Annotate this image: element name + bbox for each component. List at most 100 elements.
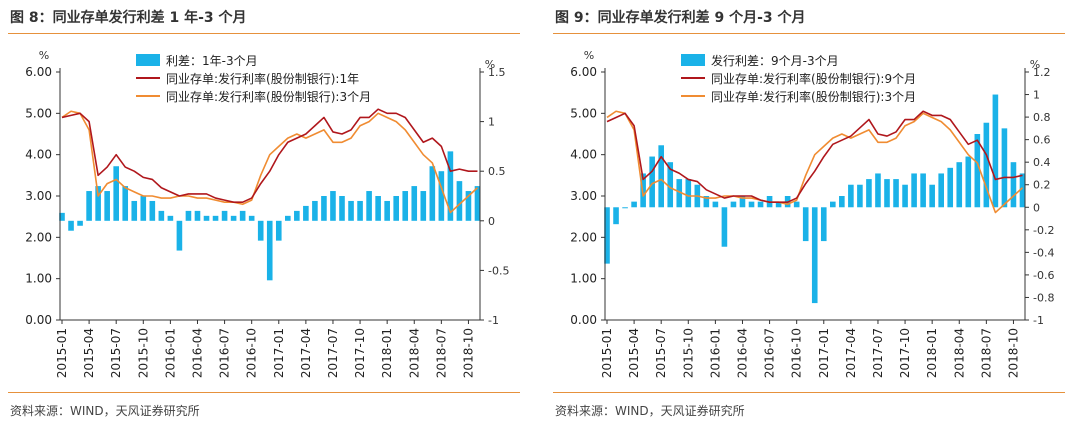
spread-bar bbox=[820, 207, 827, 242]
spread-bar bbox=[992, 94, 999, 208]
chart-title: 图 8：同业存单发行利差 1 年-3 个月 bbox=[10, 10, 247, 26]
spread-bar bbox=[393, 196, 399, 221]
spread-bar bbox=[685, 179, 692, 208]
spread-bar bbox=[158, 210, 165, 221]
spread-bar bbox=[167, 215, 174, 221]
spread-bar bbox=[739, 196, 746, 208]
x-tick-label: 2018-01 bbox=[380, 328, 394, 378]
spread-bar bbox=[86, 191, 92, 221]
right-tick-label: 0 bbox=[488, 215, 495, 228]
left-tick-label: 4.00 bbox=[25, 148, 52, 162]
spread-bar bbox=[339, 196, 345, 221]
spread-bar bbox=[194, 210, 201, 221]
short-rate-line bbox=[61, 110, 479, 214]
x-tick-label: 2016-04 bbox=[735, 328, 749, 378]
long-rate-line bbox=[606, 110, 1023, 203]
right-tick-label: -0.2 bbox=[1033, 224, 1054, 237]
spread-bar bbox=[667, 162, 674, 208]
spread-bar bbox=[303, 205, 309, 221]
spread-bar bbox=[730, 201, 737, 208]
x-tick-label: 2018-04 bbox=[407, 328, 421, 378]
x-tick-label: 2016-07 bbox=[763, 328, 777, 378]
left-tick-label: 3.00 bbox=[570, 189, 597, 203]
left-tick-label: 2.00 bbox=[25, 230, 52, 244]
spread-bar bbox=[1010, 162, 1017, 208]
spread-bar bbox=[68, 220, 74, 231]
x-tick-label: 2015-10 bbox=[136, 328, 150, 378]
x-tick-label: 2015-07 bbox=[654, 328, 668, 378]
spread-bar bbox=[185, 210, 192, 221]
right-tick-label: -0.5 bbox=[488, 264, 509, 277]
chart-panel-9m-3m: 图 9：同业存单发行利差 9 个月-3 个月 0.00 1.00 2.00 3.00 4… bbox=[553, 0, 1078, 434]
spread-bar bbox=[848, 184, 854, 208]
x-tick-label: 2017-10 bbox=[898, 328, 912, 378]
chart-title: 图 9：同业存单发行利差 9 个月-3 个月 bbox=[555, 10, 806, 26]
source-note: 资料来源：WIND，天风证券研究所 bbox=[555, 404, 745, 418]
spread-bar bbox=[411, 186, 418, 221]
spread-bar bbox=[712, 201, 719, 208]
spread-bar bbox=[257, 220, 264, 241]
right-axis-unit: % bbox=[1030, 58, 1040, 71]
chart-panel-1yr-3m: 图 8：同业存单发行利差 1 年-3 个月 0.00 1.00 2.00 3.00 4.… bbox=[8, 0, 533, 434]
legend-label: 同业存单:发行利率(股份制银行):9个月 bbox=[711, 71, 916, 86]
right-tick-label: 0.4 bbox=[1033, 156, 1051, 169]
spread-bar bbox=[212, 215, 219, 221]
spread-bar bbox=[920, 173, 926, 208]
spread-bar bbox=[95, 186, 101, 221]
spread-bar bbox=[357, 200, 363, 221]
spread-bar bbox=[902, 184, 908, 208]
x-tick-label: 2015-10 bbox=[681, 328, 695, 378]
legend-swatch-bar bbox=[681, 54, 705, 66]
x-tick-label: 2018-07 bbox=[979, 328, 993, 378]
long-rate-line bbox=[61, 108, 478, 203]
spread-chart-1yr-3m: 0.00 1.00 2.00 3.00 4.00 5.00 6.00% -1 -0.5 0 0.5 1… bbox=[25, 49, 509, 378]
spread-bar bbox=[839, 196, 845, 208]
spread-bar bbox=[802, 207, 809, 242]
spread-bar bbox=[748, 201, 755, 208]
left-tick-label: 6.00 bbox=[570, 65, 597, 79]
spread-bar bbox=[140, 196, 147, 221]
left-tick-label: 1.00 bbox=[25, 272, 52, 286]
legend-label: 利差：1年-3个月 bbox=[166, 54, 258, 68]
left-tick-label: 0.00 bbox=[570, 313, 597, 327]
right-tick-label: 0.6 bbox=[1033, 134, 1051, 147]
spread-bar bbox=[793, 201, 800, 208]
x-tick-label: 2016-10 bbox=[790, 328, 804, 378]
spread-bar bbox=[176, 220, 183, 251]
spread-bar bbox=[884, 179, 890, 208]
spread-bar bbox=[122, 186, 129, 221]
spread-bar bbox=[221, 210, 228, 221]
spread-bar bbox=[203, 215, 210, 221]
right-tick-label: -0.8 bbox=[1033, 291, 1054, 304]
left-tick-label: 4.00 bbox=[570, 148, 597, 162]
right-tick-label: 1 bbox=[1033, 89, 1040, 102]
left-axis-unit: % bbox=[39, 49, 49, 62]
x-tick-label: 2018-04 bbox=[952, 328, 966, 378]
x-tick-label: 2016-01 bbox=[708, 328, 722, 378]
spread-bar bbox=[465, 191, 472, 221]
spread-bar bbox=[649, 156, 655, 208]
spread-bar bbox=[348, 200, 354, 221]
right-tick-label: 0.8 bbox=[1033, 111, 1051, 124]
x-tick-label: 2017-07 bbox=[326, 328, 340, 378]
legend-label: 发行利差：9个月-3个月 bbox=[711, 53, 839, 68]
spread-bar bbox=[429, 166, 436, 221]
spread-bar bbox=[285, 215, 291, 221]
spread-bar bbox=[366, 191, 372, 221]
spread-bar bbox=[248, 215, 255, 221]
spread-bar bbox=[811, 207, 818, 304]
spread-bar bbox=[149, 200, 156, 221]
spread-bar bbox=[77, 220, 83, 226]
short-rate-line bbox=[606, 110, 1024, 214]
spread-bar bbox=[604, 207, 610, 264]
right-tick-label: 0.2 bbox=[1033, 179, 1051, 192]
x-tick-label: 2017-04 bbox=[299, 328, 313, 378]
spread-bar bbox=[113, 166, 119, 221]
x-tick-label: 2017-04 bbox=[844, 328, 858, 378]
spread-bar bbox=[893, 179, 899, 208]
right-tick-label: 1.2 bbox=[1033, 66, 1051, 79]
spread-bar bbox=[321, 196, 327, 221]
title-divider bbox=[553, 33, 1065, 34]
spread-bar bbox=[1019, 173, 1026, 208]
spread-bar bbox=[613, 207, 619, 225]
